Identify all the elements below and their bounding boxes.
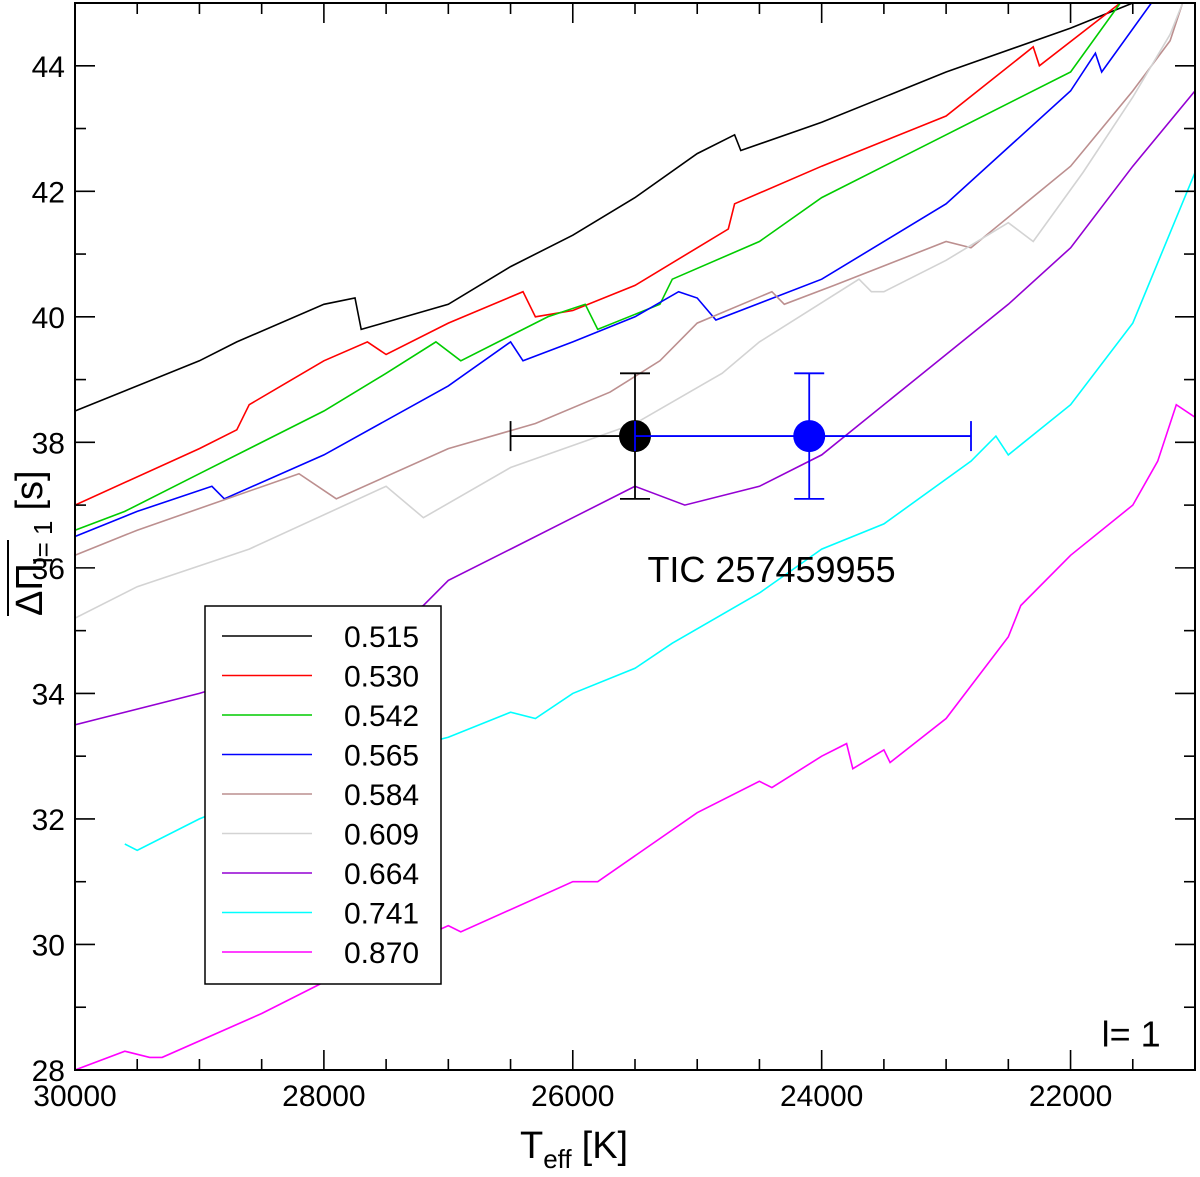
series-line-0.530 bbox=[75, 3, 1121, 506]
legend-label: 0.530 bbox=[344, 661, 419, 694]
y-tick-label: 44 bbox=[32, 51, 65, 84]
legend-label: 0.741 bbox=[344, 898, 419, 931]
series-line-0.542 bbox=[75, 3, 1121, 531]
legend-label: 0.664 bbox=[344, 858, 419, 891]
ticks-layer: 30000 28000 26000 24000 22000 28 30 32 34 36 38 40 4… bbox=[32, 2, 1196, 1113]
y-axis-title-sub: l= 1 bbox=[28, 521, 58, 564]
y-axis-title: ΔΠl= 1 [s] bbox=[9, 470, 58, 616]
star-name-label: TIC 257459955 bbox=[647, 549, 895, 590]
y-tick-label: 38 bbox=[32, 427, 65, 460]
y-tick-label: 36 bbox=[32, 553, 65, 586]
legend-label: 0.870 bbox=[344, 937, 419, 970]
y-tick-label: 30 bbox=[32, 929, 65, 962]
series-line-0.870 bbox=[75, 403, 1195, 1070]
observation-black bbox=[509, 372, 651, 500]
y-axis-title-unit: [s] bbox=[9, 470, 51, 510]
y-axis-title-main: ΔΠ bbox=[9, 563, 51, 616]
x-tick-label: 22000 bbox=[1029, 1080, 1112, 1113]
series-line-0.515 bbox=[75, 3, 1137, 412]
observation-blue bbox=[634, 372, 972, 500]
observation-marker bbox=[793, 420, 826, 453]
x-tick-label: 28000 bbox=[282, 1080, 365, 1113]
legend-label: 0.584 bbox=[344, 779, 419, 812]
legend-label: 0.542 bbox=[344, 700, 419, 733]
series-line-0.609 bbox=[75, 3, 1184, 619]
legend-label: 0.515 bbox=[344, 621, 419, 654]
legend: 0.515 0.530 0.542 0.565 0.584 0.609 0.664 0.741… bbox=[204, 605, 442, 985]
legend-items: 0.515 0.530 0.542 0.565 0.584 0.609 0.664 0.741… bbox=[222, 621, 419, 970]
y-tick-label: 34 bbox=[32, 678, 65, 711]
errorbar-layer bbox=[509, 372, 972, 500]
x-tick-label: 24000 bbox=[780, 1080, 863, 1113]
x-tick-label: 30000 bbox=[33, 1080, 116, 1113]
y-tick-label: 40 bbox=[32, 302, 65, 335]
x-tick-label: 26000 bbox=[531, 1080, 614, 1113]
x-axis-title-unit: [K] bbox=[582, 1125, 628, 1167]
degree-label: l= 1 bbox=[1102, 1013, 1161, 1054]
y-tick-label: 42 bbox=[32, 176, 65, 209]
x-axis-title-sub: eff bbox=[543, 1144, 572, 1174]
x-axis-title: Teff [K] bbox=[520, 1125, 628, 1174]
series-line-0.584 bbox=[75, 3, 1184, 557]
series-line-0.565 bbox=[75, 3, 1153, 538]
legend-label: 0.609 bbox=[344, 819, 419, 852]
y-tick-label: 32 bbox=[32, 804, 65, 837]
y-tick-label: 28 bbox=[32, 1055, 65, 1088]
x-axis-title-main: T bbox=[520, 1125, 543, 1167]
y-axis-title-group: ΔΠl= 1 [s] bbox=[7, 470, 58, 616]
legend-label: 0.565 bbox=[344, 740, 419, 773]
legend-box bbox=[204, 605, 442, 985]
